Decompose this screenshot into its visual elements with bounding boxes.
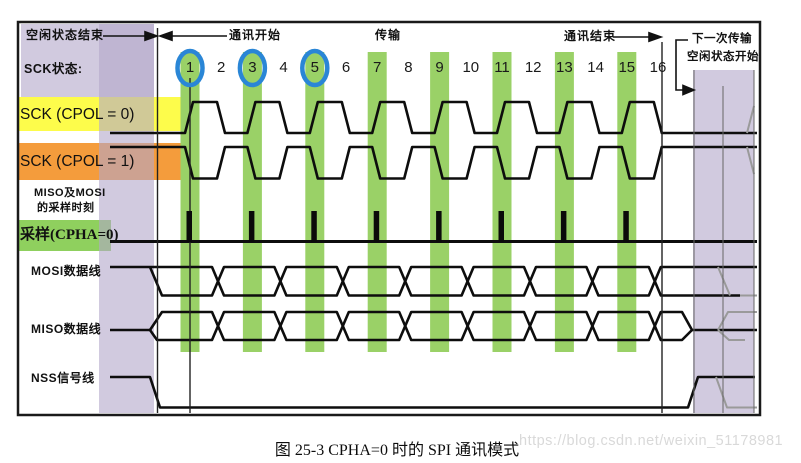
figure-caption: 图 25-3 CPHA=0 时的 SPI 通讯模式: [274, 442, 520, 459]
label-sampling-note-line1: MISO及MOSI: [34, 187, 106, 199]
mosi-bus-line-a: [110, 265, 757, 297]
sampling-tick-15: [623, 211, 629, 242]
comm-end-arrowhead: [648, 31, 664, 43]
sck-state-number-1: 1: [185, 59, 195, 76]
annotation-idle-end: 空闲状态结束: [26, 28, 105, 42]
state-circle-5: [300, 48, 330, 88]
sck-state-number-15: 15: [618, 59, 636, 76]
sck-state-number-4: 4: [279, 59, 288, 76]
sampling-tick-3: [248, 211, 255, 242]
sck-state-number-12: 12: [524, 59, 542, 76]
sample-highlight-bar-13: [554, 52, 574, 352]
idle-end-arrowhead: [144, 30, 160, 42]
sampling-tick-1: [186, 211, 192, 242]
state-circle-1: [175, 48, 205, 88]
sck-state-number-6: 6: [341, 59, 351, 76]
sample-highlight-bar-5: [305, 52, 325, 352]
annotation-comm-start: 通讯开始: [229, 28, 282, 42]
annotation-next-transfer-line2: 空闲状态开始: [687, 51, 759, 63]
miso-bus-line-b: [148, 310, 693, 342]
sck-state-number-5: 5: [310, 59, 319, 76]
sample-highlight-bar-11: [492, 52, 512, 352]
sck-state-number-14: 14: [587, 59, 604, 76]
sck-state-number-3: 3: [248, 59, 257, 76]
state-circle-3: [237, 48, 268, 88]
sample-highlight-bars: [180, 52, 637, 352]
label-miso: MISO数据线: [31, 322, 102, 336]
watermark-url: https://blog.csdn.net/weixin_51178981: [519, 433, 784, 449]
sampling-tick-5: [311, 211, 317, 242]
annotation-transfer: 传输: [375, 28, 402, 42]
sck-state-number-8: 8: [404, 59, 413, 76]
annotation-comm-end: 通讯结束: [564, 29, 617, 43]
idle-region-left-column: [99, 24, 154, 413]
annotation-arrows: [103, 30, 697, 96]
sck-cpol1-waveform: [110, 145, 757, 180]
label-sck-state: SCK状态:: [24, 62, 83, 76]
sck-state-number-16: 16: [649, 59, 667, 76]
sck-state-number-13: 13: [556, 59, 573, 76]
mosi-bus-line-b: [148, 265, 740, 297]
faint-nss: [715, 376, 757, 409]
sck-state-number-11: 11: [494, 59, 510, 76]
miso-bus-line-a: [148, 310, 757, 342]
sample-highlight-bar-9: [430, 52, 450, 352]
sample-highlight-bar-7: [367, 52, 387, 352]
sck-state-number-9: 9: [435, 59, 444, 76]
sample-highlight-bar-15: [617, 52, 637, 352]
faint-miso: [717, 311, 757, 341]
sample-highlight-bar-3: [242, 52, 262, 352]
phase-marker-lines: [156, 28, 663, 413]
sampling-ticks: [186, 211, 629, 242]
comm-start-arrowhead: [157, 30, 173, 42]
sampling-tick-9: [436, 211, 442, 242]
label-nss: NSS信号线: [31, 371, 95, 385]
label-mosi: MOSI数据线: [31, 264, 102, 278]
sck-state-number-10: 10: [462, 59, 480, 76]
sampling-tick-13: [560, 211, 567, 242]
sampling-label-band: [18, 220, 111, 251]
nss-waveform: [110, 375, 755, 409]
label-sampling-note-line2: 的采样时刻: [37, 202, 95, 214]
next-transfer-arrowhead: [682, 84, 697, 96]
sampling-tick-7: [373, 211, 380, 242]
sck-state-numbers: 1 2 3 4 5 6 7 8 9 10 11 12 13 14 15 16: [0, 59, 801, 77]
sampling-tick-11: [498, 211, 504, 242]
label-sck-cpol0: SCK (CPOL = 0): [20, 106, 135, 123]
next-transfer-bracket: [675, 39, 688, 91]
annotation-next-transfer-line1: 下一次传输: [692, 33, 752, 45]
faint-sck: [746, 105, 755, 175]
label-sampling: 采样(CPHA=0): [20, 227, 119, 243]
next-transfer-faint-waveforms: [715, 105, 757, 409]
sck-state-number-7: 7: [373, 59, 382, 76]
sck-cpol0-waveform: [110, 100, 757, 135]
label-sck-cpol1: SCK (CPOL = 1): [20, 153, 135, 170]
idle-marker-lines: [693, 70, 755, 413]
diagram-border: [16, 20, 762, 417]
waveforms: [110, 100, 757, 409]
state-circles: [175, 48, 330, 88]
sck-state-number-2: 2: [217, 59, 226, 76]
